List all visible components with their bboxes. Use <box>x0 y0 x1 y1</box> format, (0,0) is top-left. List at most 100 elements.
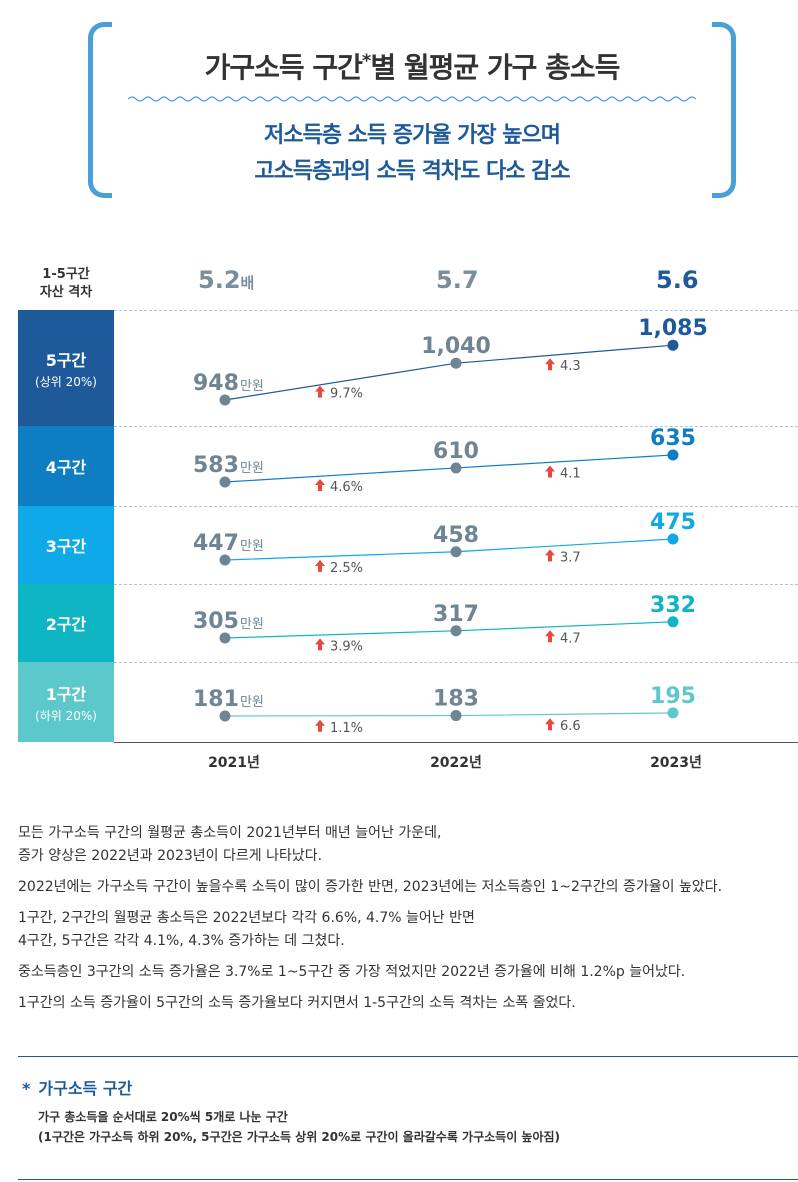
data-point <box>667 449 679 461</box>
data-label: 317 <box>433 602 479 627</box>
header: 가구소득 구간*별 월평균 가구 총소득 저소득층 소득 증가율 가장 높으며 … <box>88 22 736 198</box>
line-plot: 948만원 1,040 1,085 9.7% 4.3 583만원 610 635 4.6% 4.1… <box>193 316 708 736</box>
data-label: 610 <box>433 439 479 464</box>
up-arrow-icon <box>315 559 325 572</box>
band-note: (하위 20%) <box>35 708 97 723</box>
growth-label: 1.1% <box>315 719 363 736</box>
data-point <box>450 710 462 722</box>
growth-label: 6.6 <box>545 718 581 734</box>
series-4: 583만원 610 635 4.6% 4.1 <box>193 426 696 495</box>
right-bracket <box>712 22 736 198</box>
series-1: 181만원 183 195 1.1% 6.6 <box>193 684 696 736</box>
footnote: * 가구소득 구간 가구 총소득을 순서대로 20%씩 5개로 나눈 구간 (1구… <box>18 1056 798 1180</box>
data-label: 1,040 <box>421 334 491 359</box>
up-arrow-icon <box>315 638 325 651</box>
growth-label: 2.5% <box>315 559 363 576</box>
data-point <box>450 357 462 369</box>
data-label: 635 <box>650 426 696 451</box>
up-arrow-icon <box>545 358 555 371</box>
growth-rate: 4.6% <box>330 480 363 495</box>
growth-rate: 4.7 <box>560 631 581 646</box>
desc-paragraph-2: 2022년에는 가구소득 구간이 높을수록 소득이 많이 증가한 반면, 202… <box>18 879 723 895</box>
row-divider <box>114 506 798 507</box>
up-arrow-icon <box>315 719 325 732</box>
band-name: 5구간 <box>45 350 87 370</box>
band-2: 2구간 <box>18 584 114 662</box>
row-divider <box>114 584 798 585</box>
desc-paragraph-4: 중소득층인 3구간의 소득 증가율은 3.7%로 1~5구간 중 가장 적었지만… <box>18 964 686 980</box>
growth-label: 4.3 <box>545 358 581 374</box>
data-point <box>667 533 679 545</box>
growth-label: 3.9% <box>315 638 363 654</box>
growth-rate: 3.9% <box>330 639 363 654</box>
growth-rate: 4.1 <box>560 466 581 481</box>
growth-label: 4.7 <box>545 630 581 646</box>
chart: 1-5구간 자산 격차 5.2배 5.7 5.6 5구간 (상위 20%) 4구간 3… <box>0 258 798 778</box>
data-point <box>667 707 679 719</box>
data-point <box>450 625 462 637</box>
data-point <box>450 462 462 474</box>
data-label: 583만원 <box>193 453 264 478</box>
data-point <box>219 394 231 406</box>
band-3: 3구간 <box>18 506 114 584</box>
series-line <box>224 712 674 717</box>
footnote-body: 가구 총소득을 순서대로 20%씩 5개로 나눈 구간 (1구간은 가구소득 하… <box>38 1110 561 1144</box>
asterisk-icon: * <box>22 1079 31 1098</box>
gap-value-2022: 5.7 <box>436 266 479 294</box>
band-name: 2구간 <box>45 615 87 634</box>
gap-value-2023: 5.6 <box>656 266 699 294</box>
up-arrow-icon <box>545 630 555 643</box>
growth-label: 3.7 <box>545 549 581 565</box>
data-label: 181만원 <box>193 687 264 712</box>
data-point <box>219 710 231 722</box>
band-4: 4구간 <box>18 426 114 506</box>
up-arrow-icon <box>545 549 555 562</box>
data-point <box>667 616 679 628</box>
growth-rate: 4.3 <box>560 359 581 374</box>
data-label: 332 <box>650 593 696 618</box>
data-label: 447만원 <box>193 531 264 556</box>
data-label: 305만원 <box>193 609 264 634</box>
growth-rate: 3.7 <box>560 550 581 565</box>
left-bracket <box>88 22 112 198</box>
growth-label: 4.6% <box>315 478 363 495</box>
band-5: 5구간 (상위 20%) <box>18 310 114 426</box>
data-point <box>450 546 462 558</box>
row-divider <box>114 426 798 427</box>
band-note: (상위 20%) <box>35 374 97 389</box>
growth-rate: 2.5% <box>330 561 363 576</box>
data-point <box>667 339 679 351</box>
row-divider <box>114 310 798 311</box>
subtitle: 저소득층 소득 증가율 가장 높으며 고소득층과의 소득 격차도 다소 감소 <box>254 123 570 184</box>
data-label: 948만원 <box>193 371 264 396</box>
up-arrow-icon <box>315 385 325 398</box>
x-tick-2023: 2023년 <box>650 755 702 771</box>
series-5: 948만원 1,040 1,085 9.7% 4.3 <box>193 316 708 406</box>
data-point <box>219 554 231 566</box>
series-3: 447만원 458 475 2.5% 3.7 <box>193 510 696 576</box>
growth-label: 4.1 <box>545 465 581 481</box>
growth-label: 9.7% <box>315 385 363 402</box>
growth-rate: 1.1% <box>330 721 363 736</box>
band-name: 4구간 <box>45 458 87 477</box>
x-tick-2021: 2021년 <box>208 755 260 771</box>
desc-paragraph-1: 모든 가구소득 구간의 월평균 총소득이 2021년부터 매년 늘어난 가운데,… <box>18 825 442 864</box>
data-label: 458 <box>433 523 479 548</box>
growth-rate: 6.6 <box>560 719 581 734</box>
row-divider <box>114 662 798 663</box>
data-label: 475 <box>650 510 696 535</box>
desc-paragraph-3: 1구간, 2구간의 월평균 총소득은 2022년보다 각각 6.6%, 4.7%… <box>18 910 475 949</box>
data-label: 183 <box>433 687 479 712</box>
band-name: 3구간 <box>45 537 87 556</box>
data-point <box>219 476 231 488</box>
gap-value-2021: 5.2배 <box>198 266 255 294</box>
page-title: 가구소득 구간*별 월평균 가구 총소득 <box>204 50 621 84</box>
x-tick-2022: 2022년 <box>430 755 482 771</box>
footnote-title: * 가구소득 구간 <box>22 1079 133 1098</box>
series-2: 305만원 317 332 3.9% 4.7 <box>193 593 696 655</box>
growth-rate: 9.7% <box>330 387 363 402</box>
up-arrow-icon <box>545 718 555 731</box>
band-name: 1구간 <box>45 684 87 704</box>
description: 모든 가구소득 구간의 월평균 총소득이 2021년부터 매년 늘어난 가운데,… <box>18 822 788 1023</box>
up-arrow-icon <box>315 478 325 491</box>
